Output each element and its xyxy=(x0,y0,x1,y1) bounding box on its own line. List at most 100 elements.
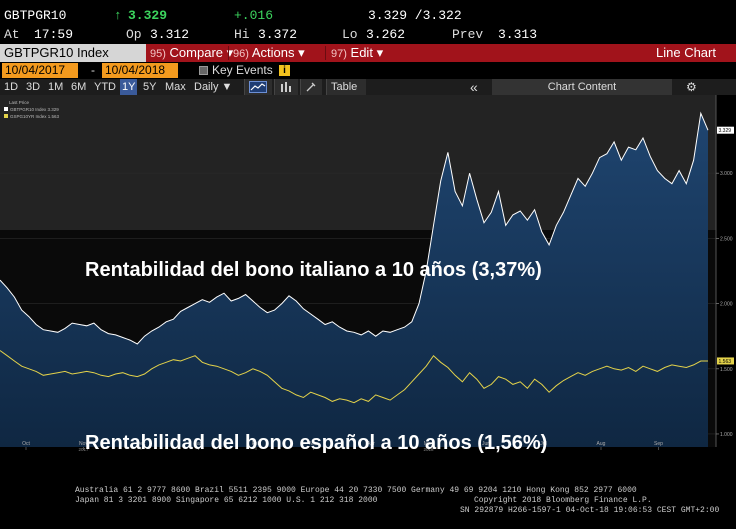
prev-close: 3.313 xyxy=(498,27,538,42)
legend-title: Last Price xyxy=(9,100,30,105)
copyright: Copyright 2018 Bloomberg Finance L.P. xyxy=(474,496,652,505)
line-chart-icon xyxy=(249,81,267,93)
key-events-label: Key Events xyxy=(212,63,273,77)
chevron-down-icon: ▼ xyxy=(221,81,233,93)
at-label: At xyxy=(4,27,20,42)
security-field[interactable]: GBTPGR10 Index xyxy=(0,44,146,62)
chart-type-label[interactable]: Line Chart xyxy=(656,45,716,60)
annotation-tool-button[interactable] xyxy=(300,79,322,95)
period-5y-button[interactable]: 5Y xyxy=(143,81,157,93)
actions-number: 96) xyxy=(233,48,249,60)
italian-yield-caption: Rentabilidad del bono italiano a 10 años… xyxy=(85,259,542,281)
net-change: +.016 xyxy=(234,8,274,23)
legend-swatch-spain xyxy=(4,114,8,118)
frequency-dropdown[interactable]: Daily ▼ xyxy=(194,79,232,95)
x-tick-label: Jul xyxy=(540,441,546,447)
legend-item-italy: GBTPGR10 Index 3.329 xyxy=(10,107,59,112)
quote-header: GBTPGR10 ↑ 3.329 +.016 3.329 /3.322 At 1… xyxy=(0,0,736,44)
period-6m-button[interactable]: 6M xyxy=(71,81,87,93)
italian-yield-area xyxy=(0,113,708,448)
end-date-input[interactable]: 10/04/2018 xyxy=(102,63,178,78)
last-value-badge xyxy=(717,357,734,365)
y-tick-label: 1.500 xyxy=(720,367,733,373)
up-arrow-icon: ↑ xyxy=(114,8,122,23)
bid-ask: 3.329 /3.322 xyxy=(368,8,462,23)
period-1d-button[interactable]: 1D xyxy=(4,81,19,93)
session-info: SN 292879 H266-1597-1 04-Oct-18 19:06:53… xyxy=(460,506,720,515)
x-axis-ticks: Oct Nov Dec Jan Feb Mar Apr May Jun Jul Aug Sep 2017… xyxy=(22,441,663,452)
edit-label: Edit xyxy=(350,45,373,60)
x-year-label: 2017 xyxy=(78,447,89,452)
x-tick-label: Jun xyxy=(482,441,490,447)
chart-content-button[interactable]: Chart Content xyxy=(492,79,672,95)
menu-divider xyxy=(325,46,326,60)
x-tick-label: Feb xyxy=(252,441,261,447)
last-value-text: 3.329 xyxy=(719,128,732,134)
info-icon[interactable]: i xyxy=(279,65,290,76)
collapse-icon[interactable]: « xyxy=(470,79,478,95)
period-ytd-button[interactable]: YTD xyxy=(94,81,116,93)
frequency-label: Daily xyxy=(194,81,219,93)
date-range-bar: 10/04/2017 - 10/04/2018 Key Events i xyxy=(0,62,736,79)
last-value-text: 1.563 xyxy=(719,359,732,365)
high-label: Hi xyxy=(234,27,250,42)
last-price: 3.329 xyxy=(128,8,168,23)
open-price: 3.312 xyxy=(150,27,190,42)
low-price: 3.262 xyxy=(366,27,406,42)
line-chart-tool-button[interactable] xyxy=(244,79,272,95)
spanish-yield-caption: Rentabilidad del bono español a 10 años … xyxy=(85,432,548,454)
y-tick-label: 3.000 xyxy=(720,171,733,177)
prev-label: Prev xyxy=(452,27,484,42)
gear-icon[interactable]: ⚙ xyxy=(686,80,697,94)
period-3d-button[interactable]: 3D xyxy=(26,81,41,93)
italian-yield-line xyxy=(0,111,709,345)
period-1m-button[interactable]: 1M xyxy=(48,81,64,93)
edit-menu[interactable]: 97) Edit ▾ xyxy=(331,44,383,62)
ticker-symbol: GBTPGR10 xyxy=(4,8,67,23)
spanish-yield-line xyxy=(0,350,708,404)
edit-number: 97) xyxy=(331,48,347,60)
period-max-button[interactable]: Max xyxy=(165,81,186,93)
x-tick-label: Mar xyxy=(309,441,318,447)
x-tick-label: Dec xyxy=(137,441,146,447)
table-button[interactable]: Table xyxy=(326,79,366,95)
x-tick-label: Aug xyxy=(597,441,606,447)
menu-divider xyxy=(228,46,229,60)
menu-bar: GBTPGR10 Index 95) Compare ▾ 96) Actions… xyxy=(0,44,736,62)
indicator-tool-button[interactable] xyxy=(274,79,298,95)
chevron-down-icon: ▾ xyxy=(376,45,384,60)
y-tick-label: 1.000 xyxy=(720,432,733,438)
legend: Last Price GBTPGR10 Index 3.329 GSPG10YR… xyxy=(4,100,60,119)
x-tick-label: May xyxy=(424,441,434,447)
x-year-label: 2018 xyxy=(423,447,434,452)
y-tick-label: 2.000 xyxy=(720,302,733,308)
legend-swatch-italy xyxy=(4,107,8,111)
contact-line-1: Australia 61 2 9777 8600 Brazil 5511 239… xyxy=(75,486,637,495)
compare-label: Compare xyxy=(169,45,223,60)
chevron-down-icon: ▾ xyxy=(226,45,234,60)
high-price: 3.372 xyxy=(258,27,298,42)
y-tick-label: 2.500 xyxy=(720,236,733,242)
legend-item-spain: GSPG10YR Index 1.563 xyxy=(10,114,60,119)
footer: Australia 61 2 9777 8600 Brazil 5511 239… xyxy=(0,477,736,529)
period-1y-button[interactable]: 1Y xyxy=(120,79,138,95)
line-chart: 3.000 2.500 2.000 1.500 1.000 Oct Nov Dec Jan Fe… xyxy=(0,95,734,452)
last-value-labels: 3.329 1.563 xyxy=(717,126,734,365)
last-time: 17:59 xyxy=(34,27,74,42)
date-range-dash: - xyxy=(91,63,95,77)
y-axis-ticks: 3.000 2.500 2.000 1.500 1.000 xyxy=(716,171,733,438)
bar-indicator-icon xyxy=(281,82,291,92)
x-tick-label: Apr xyxy=(367,441,375,447)
contact-line-2: Japan 81 3 3201 8900 Singapore 65 6212 1… xyxy=(75,496,378,505)
key-events-checkbox[interactable] xyxy=(199,66,208,75)
actions-menu[interactable]: 96) Actions ▾ xyxy=(233,44,305,62)
x-tick-label: Jan xyxy=(194,441,202,447)
low-label: Lo xyxy=(342,27,358,42)
compare-menu[interactable]: 95) Compare ▾ xyxy=(150,44,233,62)
start-date-input[interactable]: 10/04/2017 xyxy=(2,63,78,78)
x-tick-label: Oct xyxy=(22,441,30,447)
chart-toolbar: 1D 3D 1M 6M YTD 1Y 5Y Max Daily ▼ Table … xyxy=(0,79,736,95)
chevron-down-icon: ▾ xyxy=(298,45,305,60)
annotation-icon xyxy=(306,82,316,92)
x-tick-label: Nov xyxy=(79,441,88,447)
